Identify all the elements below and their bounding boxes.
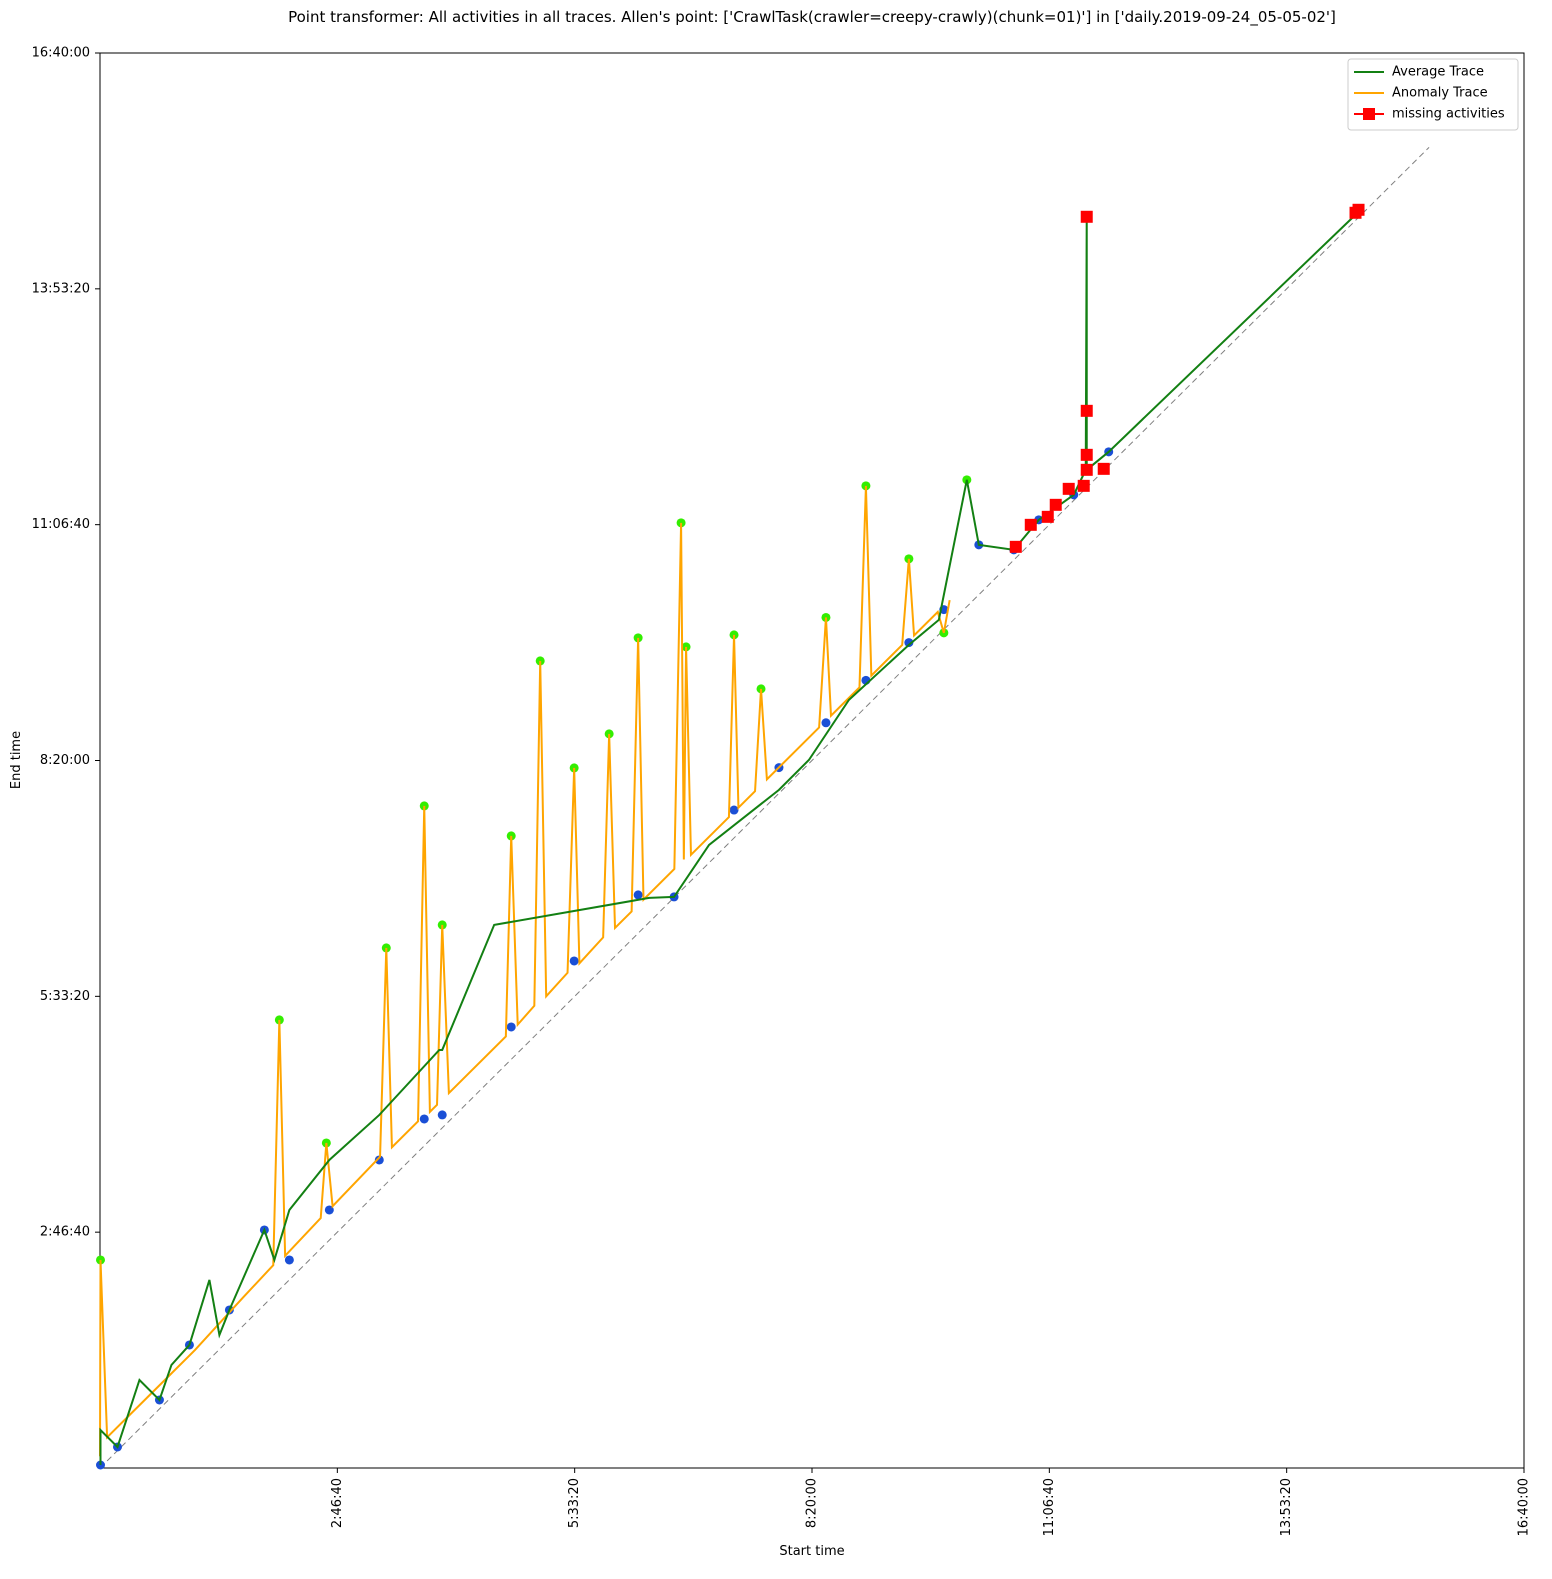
reference-line — [99, 146, 1430, 1469]
x-axis-label: Start time — [779, 1544, 844, 1559]
activity-point — [437, 1110, 447, 1120]
activity-point — [506, 1022, 516, 1032]
activity-point — [821, 718, 831, 728]
y-tick-label: 13:53:20 — [32, 281, 90, 296]
x-tick-label: 8:20:00 — [805, 1478, 820, 1528]
missing-activity — [1077, 479, 1090, 492]
chart-title: Point transformer: All activities in all… — [288, 8, 1336, 27]
missing-activity — [1352, 203, 1365, 216]
activity-point — [729, 805, 739, 815]
missing-activity — [1024, 518, 1037, 531]
missing-activity — [1080, 463, 1093, 476]
legend-box — [1347, 58, 1519, 131]
x-tick-label: 11:06:40 — [1042, 1478, 1057, 1536]
y-tick-label: 8:20:00 — [40, 753, 90, 768]
x-tick-label: 5:33:20 — [567, 1478, 582, 1528]
missing-activity — [1041, 510, 1054, 523]
legend-label: Anomaly Trace — [1392, 86, 1488, 101]
y-tick-label: 11:06:40 — [32, 517, 90, 532]
legend-marker — [1363, 108, 1375, 120]
activity-point — [324, 1205, 334, 1215]
activity-point — [569, 956, 579, 966]
activity-point — [904, 638, 914, 648]
x-tick-label: 16:40:00 — [1517, 1478, 1532, 1536]
y-axis-label: End time — [9, 731, 24, 789]
y-tick-label: 16:40:00 — [32, 46, 90, 61]
x-tick-label: 13:53:20 — [1279, 1478, 1294, 1536]
missing-activity — [1062, 482, 1075, 495]
activity-point — [284, 1255, 294, 1265]
y-tick-label: 5:33:20 — [40, 989, 90, 1004]
legend-label: Average Trace — [1392, 65, 1484, 80]
trace-line — [99, 485, 951, 1457]
y-tick-label: 2:46:40 — [40, 1225, 90, 1240]
x-tick-label: 2:46:40 — [330, 1478, 345, 1528]
legend-label: missing activities — [1392, 107, 1505, 122]
legend: Average Trace Anomaly Trace missing activi… — [1347, 58, 1519, 131]
activity-point — [374, 1155, 384, 1165]
missing-activity — [1080, 210, 1093, 223]
missing-activity — [1080, 448, 1093, 461]
missing-activity — [1009, 540, 1022, 553]
missing-activity — [1049, 498, 1062, 511]
plot-area — [95, 146, 1430, 1470]
missing-activity — [1080, 404, 1093, 417]
activity-point — [633, 890, 643, 900]
activity-point — [419, 1114, 429, 1124]
trace-line — [99, 214, 1357, 1465]
missing-activity — [1097, 462, 1110, 475]
